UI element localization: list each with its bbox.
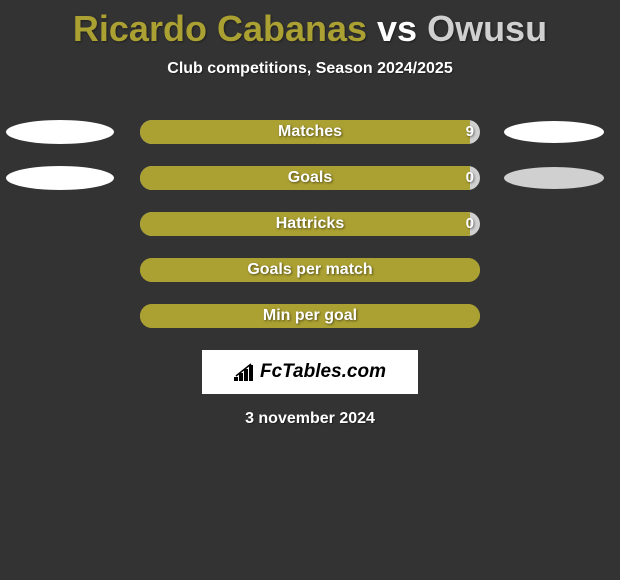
left-ellipse xyxy=(6,166,114,190)
stats-bars-area: Matches9Goals0Hattricks0Goals per matchM… xyxy=(0,120,620,328)
comparison-title: Ricardo Cabanas vs Owusu xyxy=(0,0,620,50)
date-text: 3 november 2024 xyxy=(0,410,620,428)
bars-icon xyxy=(234,363,256,381)
watermark-label: FcTables.com xyxy=(260,361,386,383)
stat-row: Min per goal xyxy=(0,304,620,328)
bar-value-right: 9 xyxy=(466,120,474,144)
watermark-text: FcTables.com xyxy=(234,361,386,383)
bar-container: Goals per match xyxy=(140,258,480,282)
player2-name: Owusu xyxy=(427,8,547,49)
stat-row: Goals0 xyxy=(0,166,620,190)
right-ellipse xyxy=(504,121,604,143)
bar-container: Goals0 xyxy=(140,166,480,190)
watermark-box: FcTables.com xyxy=(202,350,418,394)
vs-separator: vs xyxy=(367,8,427,49)
bar-container: Min per goal xyxy=(140,304,480,328)
bar-label: Matches xyxy=(140,120,480,144)
stat-row: Goals per match xyxy=(0,258,620,282)
left-ellipse xyxy=(6,120,114,144)
bar-label: Goals per match xyxy=(140,258,480,282)
bar-value-right: 0 xyxy=(466,212,474,236)
stat-row: Hattricks0 xyxy=(0,212,620,236)
bar-label: Hattricks xyxy=(140,212,480,236)
bar-value-right: 0 xyxy=(466,166,474,190)
bar-label: Goals xyxy=(140,166,480,190)
bar-container: Hattricks0 xyxy=(140,212,480,236)
bar-label: Min per goal xyxy=(140,304,480,328)
subtitle: Club competitions, Season 2024/2025 xyxy=(0,60,620,78)
bar-container: Matches9 xyxy=(140,120,480,144)
player1-name: Ricardo Cabanas xyxy=(73,8,367,49)
stat-row: Matches9 xyxy=(0,120,620,144)
right-ellipse xyxy=(504,167,604,189)
